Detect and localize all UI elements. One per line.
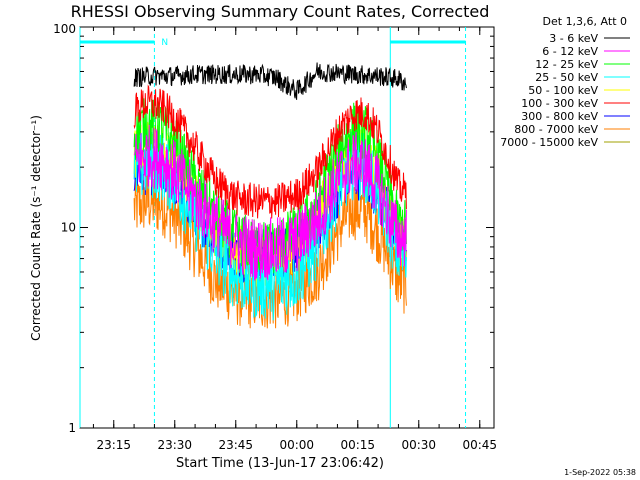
y-axis: 1 10 100 <box>53 22 494 435</box>
x-tick-label: 00:15 <box>340 438 375 452</box>
legend-label: 100 - 300 keV <box>521 97 598 110</box>
footer-timestamp: 1-Sep-2022 05:38 <box>564 468 636 477</box>
series-path-5 <box>133 84 407 219</box>
series-line-0 <box>133 62 407 100</box>
chart-title: RHESSI Observing Summary Count Rates, Co… <box>71 2 490 21</box>
series-layer <box>133 62 407 329</box>
series-path-1 <box>133 124 407 281</box>
legend-label: 300 - 800 keV <box>521 110 598 123</box>
legend-label: 50 - 100 keV <box>528 84 598 97</box>
y-tick-label: 1 <box>68 421 76 435</box>
x-tick-label: 23:15 <box>96 438 131 452</box>
legend-label: 7000 - 15000 keV <box>500 136 598 149</box>
x-axis: 23:15 23:30 23:45 00:00 00:15 00:30 00:45 <box>92 27 497 452</box>
legend-label: 12 - 25 keV <box>535 58 598 71</box>
orbit-marker-label-0: N <box>161 38 168 48</box>
legend-label: 800 - 7000 keV <box>514 123 598 136</box>
legend-title: Det 1,3,6, Att 0 <box>543 15 627 28</box>
x-tick-label: 00:45 <box>462 438 497 452</box>
legend-label: 3 - 6 keV <box>549 32 598 45</box>
series-path-0 <box>133 62 407 100</box>
legend-label: 6 - 12 keV <box>542 45 598 58</box>
y-axis-label: Corrected Count Rate (s⁻¹ detector⁻¹) <box>29 115 43 341</box>
y-tick-label: 100 <box>53 22 76 36</box>
series-line-5 <box>133 84 407 219</box>
series-line-1 <box>133 124 407 281</box>
x-axis-label: Start Time (13-Jun-17 23:06:42) <box>176 456 384 471</box>
y-tick-label: 10 <box>61 221 76 235</box>
x-tick-label: 00:30 <box>401 438 436 452</box>
x-tick-label: 23:30 <box>157 438 192 452</box>
x-tick-label: 00:00 <box>279 438 314 452</box>
legend-label: 25 - 50 keV <box>535 71 598 84</box>
x-tick-label: 23:45 <box>218 438 253 452</box>
